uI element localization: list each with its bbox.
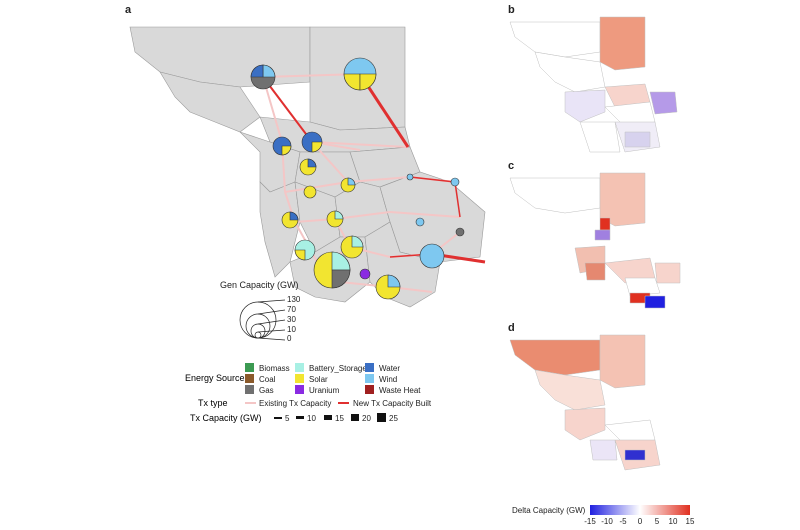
energy-item-water: Water [365, 363, 400, 373]
svg-text:0: 0 [638, 517, 643, 526]
svg-text:Wind: Wind [379, 375, 397, 384]
energy-item-uranium: Uranium [295, 385, 340, 395]
pie-ca-1 [281, 211, 299, 229]
gen-tick-3: 10 [287, 325, 296, 334]
tx-new-item: New Tx Capacity Built [338, 399, 432, 408]
main-map [129, 26, 486, 308]
svg-text:-10: -10 [601, 517, 613, 526]
pie-pnw-2 [272, 136, 292, 156]
pie-mtn-4 [450, 177, 460, 187]
tx-cap-15: 15 [335, 414, 344, 423]
pie-north-2 [343, 57, 377, 91]
tx-capacity-legend: Tx Capacity (GW) 5 10 15 20 25 [190, 413, 398, 423]
delta-capacity-colorbar: Delta Capacity (GW) -15 -10 -5 0 5 10 15 [512, 505, 695, 526]
svg-text:New Tx Capacity Built: New Tx Capacity Built [353, 399, 432, 408]
pie-sw-4 [415, 217, 425, 227]
pie-pnw-1 [301, 131, 323, 153]
pie-ca-3 [294, 239, 316, 261]
tx-cap-20: 20 [362, 414, 371, 423]
gen-pies [250, 57, 465, 300]
tx-capacity-title: Tx Capacity (GW) [190, 413, 262, 423]
tx-cap-5: 5 [285, 414, 290, 423]
energy-item-biomass: Biomass [245, 363, 290, 373]
svg-text:10: 10 [669, 517, 678, 526]
delta-map-c [509, 172, 681, 309]
energy-item-solar: Solar [295, 374, 328, 384]
pie-sw-5 [455, 227, 465, 237]
svg-text:5: 5 [655, 517, 660, 526]
panel-label-d: d [508, 322, 515, 334]
svg-text:Water: Water [379, 364, 400, 373]
svg-text:-15: -15 [584, 517, 596, 526]
tx-type-title: Tx type [198, 398, 228, 408]
pie-sw-6 [359, 268, 371, 280]
svg-text:Solar: Solar [309, 375, 328, 384]
panel-label-a: a [125, 4, 132, 16]
pie-ca-2 [326, 210, 344, 228]
svg-text:Existing Tx Capacity: Existing Tx Capacity [259, 399, 331, 408]
energy-item-battery: Battery_Storage [295, 363, 367, 373]
gen-tick-1: 70 [287, 305, 296, 314]
tx-existing-item: Existing Tx Capacity [245, 399, 331, 408]
svg-text:Battery_Storage: Battery_Storage [309, 364, 367, 373]
pie-mtn-2 [303, 185, 317, 199]
energy-item-wind: Wind [365, 374, 397, 384]
delta-ticks: -15 -10 -5 0 5 10 15 [584, 517, 695, 526]
panel-label-c: c [508, 160, 515, 172]
svg-text:15: 15 [686, 517, 695, 526]
delta-title: Delta Capacity (GW) [512, 506, 586, 515]
energy-item-coal: Coal [245, 374, 276, 384]
svg-text:-5: -5 [619, 517, 627, 526]
panel-label-b: b [508, 4, 515, 16]
gen-capacity-legend: Gen Capacity (GW) 130 70 30 10 0 [220, 280, 301, 343]
gen-capacity-title: Gen Capacity (GW) [220, 280, 299, 290]
svg-text:Uranium: Uranium [309, 386, 340, 395]
pie-mtn-1 [340, 177, 356, 193]
energy-source-legend: Energy Source Biomass Coal Gas Battery_S… [185, 363, 421, 395]
pie-mtn-3 [406, 173, 414, 181]
tx-cap-10: 10 [307, 414, 316, 423]
gen-tick-0: 130 [287, 295, 301, 304]
svg-text:Biomass: Biomass [259, 364, 290, 373]
pie-sw-2 [375, 274, 401, 300]
energy-item-waste-heat: Waste Heat [365, 385, 421, 395]
pie-ca-4 [340, 235, 364, 259]
gen-tick-2: 30 [287, 315, 296, 324]
tx-type-legend: Tx type Existing Tx Capacity New Tx Capa… [198, 398, 432, 408]
tx-cap-25: 25 [389, 414, 398, 423]
pie-north-1 [250, 64, 276, 90]
pie-pnw-3 [299, 158, 317, 176]
delta-map-d [509, 334, 661, 471]
delta-map-b [509, 16, 678, 153]
pie-sw-1 [313, 251, 351, 289]
svg-text:Coal: Coal [259, 375, 276, 384]
energy-item-gas: Gas [245, 385, 274, 395]
pie-sw-3 [419, 243, 445, 269]
svg-text:Gas: Gas [259, 386, 274, 395]
svg-text:Waste Heat: Waste Heat [379, 386, 421, 395]
gen-tick-4: 0 [287, 334, 292, 343]
energy-source-title: Energy Source [185, 373, 245, 383]
